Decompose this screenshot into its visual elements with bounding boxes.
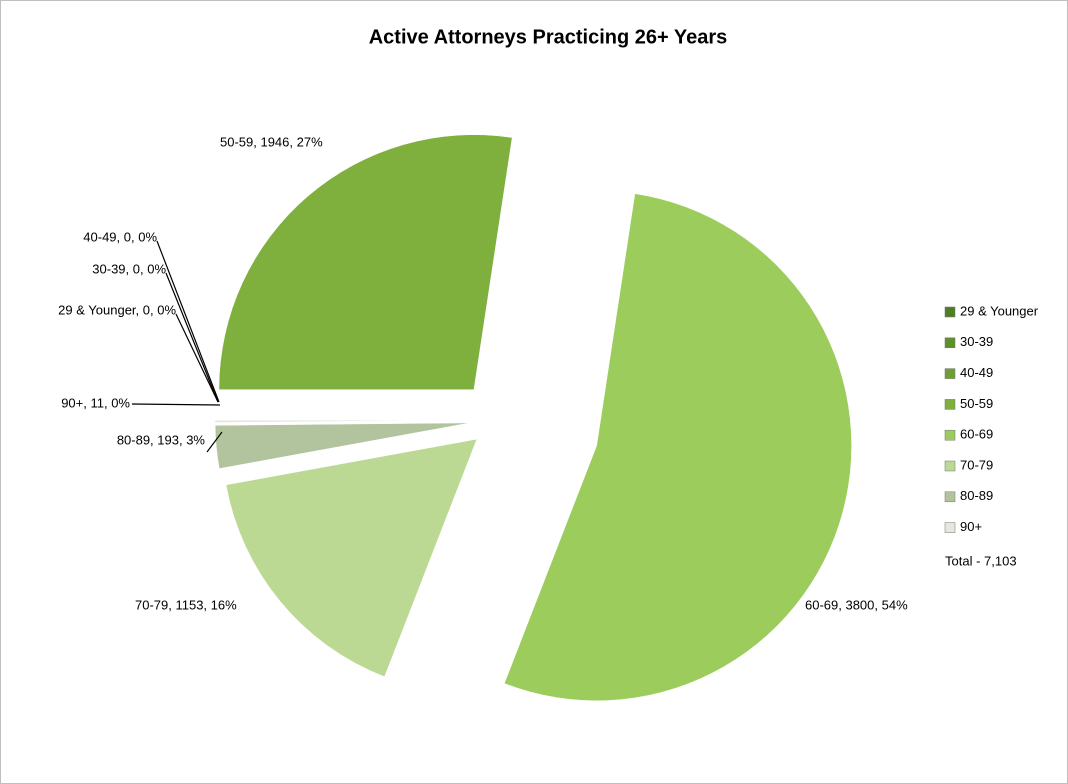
legend-label: 60-69 bbox=[960, 427, 993, 442]
legend-swatch bbox=[944, 460, 956, 472]
legend-label: 70-79 bbox=[960, 457, 993, 472]
data-label: 80-89, 193, 3% bbox=[117, 432, 206, 447]
legend-label: 40-49 bbox=[960, 365, 993, 380]
leader-line bbox=[156, 240, 220, 403]
legend-swatch bbox=[944, 337, 956, 349]
data-label: 60-69, 3800, 54% bbox=[805, 597, 908, 612]
data-label: 70-79, 1153, 16% bbox=[135, 597, 237, 612]
pie-slice bbox=[214, 422, 471, 469]
leader-line bbox=[131, 403, 221, 406]
legend-swatch bbox=[944, 429, 956, 441]
total-label: Total - 7,103 bbox=[945, 553, 1017, 568]
data-label: 90+, 11, 0% bbox=[61, 395, 130, 410]
legend-swatch bbox=[944, 522, 956, 533]
pie-slice bbox=[225, 438, 478, 678]
legend-label: 50-59 bbox=[960, 396, 993, 411]
leader-line bbox=[165, 272, 219, 403]
legend-label: 29 & Younger bbox=[960, 303, 1039, 318]
legend-label: 30-39 bbox=[960, 334, 993, 349]
pie-slice bbox=[503, 193, 852, 701]
data-label: 30-39, 0, 0% bbox=[92, 261, 166, 276]
legend-label: 80-89 bbox=[960, 488, 993, 503]
legend-swatch bbox=[944, 491, 956, 503]
leader-line bbox=[175, 313, 219, 403]
data-label: 50-59, 1946, 27% bbox=[220, 134, 323, 149]
legend-swatch bbox=[944, 306, 956, 318]
pie-slice bbox=[218, 134, 513, 390]
data-label: 40-49, 0, 0% bbox=[83, 229, 157, 244]
pie-slice bbox=[214, 419, 471, 423]
legend-swatch bbox=[944, 399, 956, 410]
legend-label: 90+ bbox=[960, 519, 982, 534]
legend-swatch bbox=[944, 368, 956, 379]
chart-title: Active Attorneys Practicing 26+ Years bbox=[369, 26, 728, 48]
leader-line bbox=[206, 431, 223, 453]
data-label: 29 & Younger, 0, 0% bbox=[58, 302, 176, 317]
